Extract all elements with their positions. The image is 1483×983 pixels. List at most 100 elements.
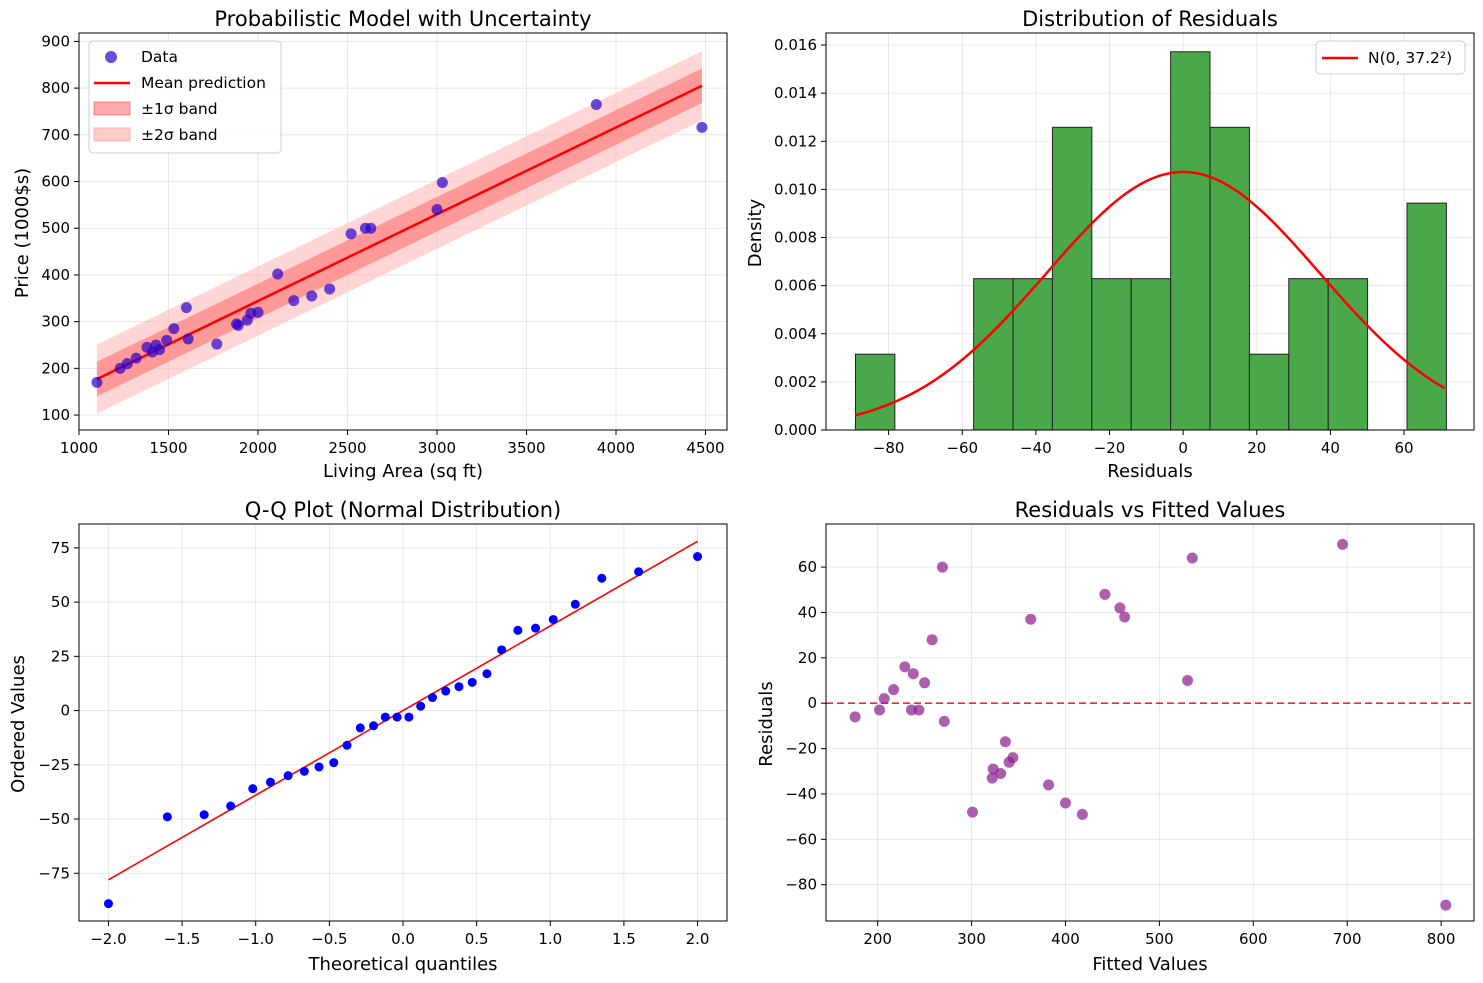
data-point: [342, 740, 352, 750]
y-tick-label: 400: [41, 266, 70, 284]
histogram-bar: [1170, 51, 1211, 431]
y-axis-label: Price (1000$s): [12, 168, 33, 298]
data-point: [570, 599, 580, 609]
data-point: [913, 704, 925, 716]
data-point: [431, 204, 443, 216]
histogram-bar: [1209, 126, 1250, 431]
data-point: [168, 323, 180, 335]
x-tick-label: −1.5: [164, 930, 200, 948]
x-tick-label: 800: [1427, 930, 1456, 948]
y-tick-label: 60: [798, 558, 817, 576]
data-point: [365, 222, 377, 234]
histogram-bar: [1012, 278, 1053, 431]
data-point: [531, 623, 541, 633]
data-point: [324, 283, 336, 295]
data-point: [283, 771, 293, 781]
data-point: [441, 686, 451, 696]
data-point: [436, 176, 448, 188]
x-tick-label: 300: [957, 930, 986, 948]
axes-frame: [825, 32, 1475, 431]
panel-probabilistic-model: Probabilistic Model with Uncertainty Liv…: [12, 7, 728, 482]
x-tick-label: 60: [1394, 439, 1413, 457]
data-point: [938, 715, 950, 727]
y-tick-label: 600: [41, 173, 70, 191]
legend-patch-1sigma: [93, 101, 131, 116]
y-tick-label: 25: [51, 647, 70, 665]
y-tick-label: −60: [785, 830, 817, 848]
histogram-bar: [1248, 353, 1290, 431]
data-point: [416, 701, 426, 711]
data-point: [306, 290, 318, 302]
data-point: [392, 712, 402, 722]
axes-frame: [825, 523, 1475, 922]
legend: N(0, 37.2²): [1315, 40, 1466, 75]
x-tick-label: 1000: [60, 439, 98, 457]
data-point: [121, 358, 133, 370]
data-point: [314, 762, 324, 772]
y-tick-label: 0.016: [774, 36, 817, 54]
data-point: [91, 376, 103, 388]
series-line: [108, 540, 698, 881]
data-point: [232, 319, 244, 331]
y-tick-label: 200: [41, 359, 70, 377]
y-tick-label: 0.008: [774, 229, 817, 247]
x-tick-label: 4500: [686, 439, 724, 457]
data-point: [199, 810, 209, 820]
plot-area: 200 300 400 500 600 700 800 −80 −60 −40 −20 0 20 40 60: [785, 523, 1475, 948]
legend: Data Mean prediction ±1σ band ±2σ band: [88, 40, 282, 154]
x-tick-label: −80: [873, 439, 905, 457]
x-tick-label: −1.0: [238, 930, 274, 948]
x-tick-label: 3000: [418, 439, 456, 457]
y-tick-label: −80: [785, 876, 817, 894]
panel-qq-plot: Q-Q Plot (Normal Distribution) Theoretic…: [8, 498, 728, 975]
x-tick-label: −20: [1094, 439, 1126, 457]
x-tick-label: 2.0: [686, 930, 710, 948]
x-tick-label: 600: [1239, 930, 1268, 948]
legend-label-data: Data: [141, 48, 178, 66]
histogram-bar: [1288, 278, 1329, 431]
legend-box: [1315, 40, 1466, 75]
y-tick-label: 75: [51, 539, 70, 557]
data-point: [288, 295, 300, 307]
y-tick-label: 0.010: [774, 180, 817, 198]
data-point: [1007, 752, 1019, 764]
legend-marker-data: [105, 51, 117, 63]
y-tick-label: 0.002: [774, 373, 817, 391]
data-point: [103, 899, 113, 909]
x-tick-label: 1500: [149, 439, 187, 457]
x-tick-label: 500: [1145, 930, 1174, 948]
data-point: [272, 268, 284, 280]
x-tick-label: 2500: [328, 439, 366, 457]
y-tick-label: 800: [41, 79, 70, 97]
y-tick-label: 0.012: [774, 132, 817, 150]
y-tick-label: 300: [41, 313, 70, 331]
y-tick-label: −40: [785, 785, 817, 803]
chart-title: Residuals vs Fitted Values: [1015, 498, 1286, 522]
histogram-bar: [1130, 278, 1172, 431]
y-tick-label: 900: [41, 32, 70, 50]
data-point: [162, 812, 172, 822]
data-point: [1076, 808, 1088, 820]
data-point: [986, 772, 998, 784]
data-point: [355, 723, 365, 733]
data-point: [265, 777, 275, 787]
x-axis-label: Fitted Values: [1092, 954, 1207, 975]
data-point: [999, 736, 1011, 748]
data-point: [919, 677, 931, 689]
x-axis-label: Residuals: [1107, 461, 1192, 482]
data-point: [878, 693, 890, 705]
data-point: [888, 684, 900, 696]
y-tick-label: 0.004: [774, 325, 817, 343]
data-point: [849, 711, 861, 723]
y-tick-label: 40: [798, 603, 817, 621]
x-tick-label: 700: [1333, 930, 1362, 948]
legend-label-2sigma: ±2σ band: [141, 126, 218, 144]
y-tick-label: −20: [785, 740, 817, 758]
data-point: [329, 758, 339, 768]
data-point: [345, 228, 357, 240]
legend-patch-2sigma: [93, 127, 131, 142]
data-point: [634, 567, 644, 577]
x-tick-label: 4000: [597, 439, 635, 457]
data-point: [180, 302, 192, 314]
